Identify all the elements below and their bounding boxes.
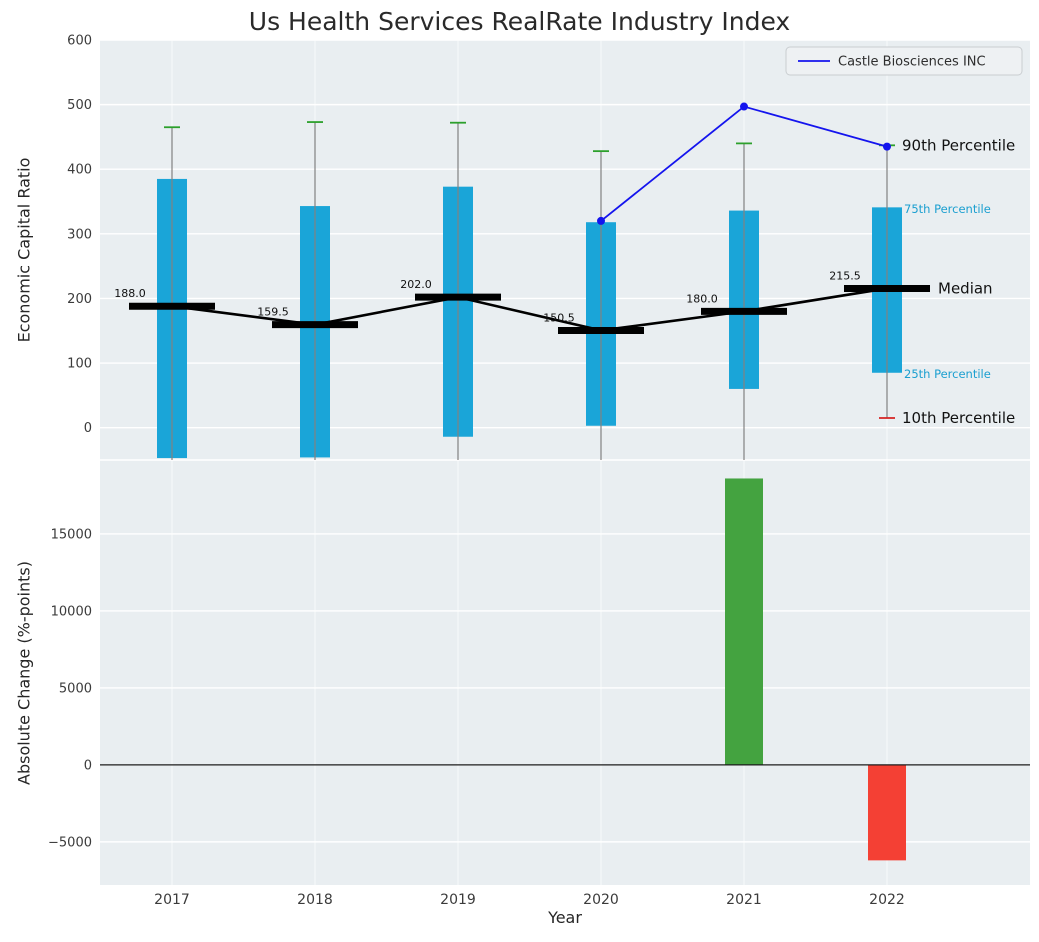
top-ytick-label: 200 [67, 292, 92, 307]
bottom-ytick-label: −5000 [48, 835, 92, 850]
x-axis-label: Year [548, 908, 582, 927]
top-ytick-label: 0 [84, 421, 92, 436]
median-label-2018: 159.5 [257, 306, 289, 319]
annotation-75th-percentile: 75th Percentile [904, 202, 991, 216]
xtick-label: 2018 [297, 892, 333, 908]
legend-box [785, 46, 1023, 76]
top-plot-layer [157, 121, 902, 460]
chart-title: Us Health Services RealRate Industry Ind… [248, 7, 791, 36]
legend-label: Castle Biosciences INC [838, 55, 986, 70]
bottom-ytick-label: 10000 [51, 604, 92, 619]
median-label-2019: 202.0 [400, 278, 432, 291]
top-ytick-label: 500 [67, 98, 92, 113]
median-label-2021: 180.0 [686, 292, 718, 305]
bottom-ytick-label: 5000 [59, 681, 92, 696]
bottom-ytick-label: 0 [84, 758, 92, 773]
castle-point-2022 [883, 142, 891, 151]
xtick-label: 2020 [583, 892, 619, 908]
annotation-25th-percentile: 25th Percentile [904, 367, 991, 381]
top-ytick-label: 300 [67, 227, 92, 242]
top-ytick-label: 400 [67, 163, 92, 178]
xtick-label: 2017 [154, 892, 190, 908]
median-label-2020: 150.5 [543, 311, 575, 324]
bar-2021 [725, 478, 763, 765]
median-label-2017: 188.0 [114, 287, 146, 300]
annotation-10th-percentile: 10th Percentile [902, 409, 1015, 427]
bottom-y-axis-label: Absolute Change (%-points) [14, 561, 34, 785]
xtick-label: 2022 [869, 892, 905, 908]
bottom-ytick-label: 15000 [51, 527, 92, 542]
xtick-label: 2019 [440, 892, 476, 908]
annotation-median: Median [938, 279, 993, 297]
top-ytick-label: 600 [67, 34, 92, 49]
bar-2022 [868, 764, 906, 861]
xtick-label: 2021 [726, 892, 762, 908]
top-ytick-label: 100 [67, 357, 92, 372]
castle-point-2020 [597, 216, 605, 225]
median-label-2022: 215.5 [829, 269, 861, 282]
annotation-90th-percentile: 90th Percentile [902, 136, 1015, 154]
castle-point-2021 [740, 102, 748, 111]
top-y-axis-label: Economic Capital Ratio [14, 157, 34, 343]
legend: Castle Biosciences INC [785, 46, 1023, 76]
